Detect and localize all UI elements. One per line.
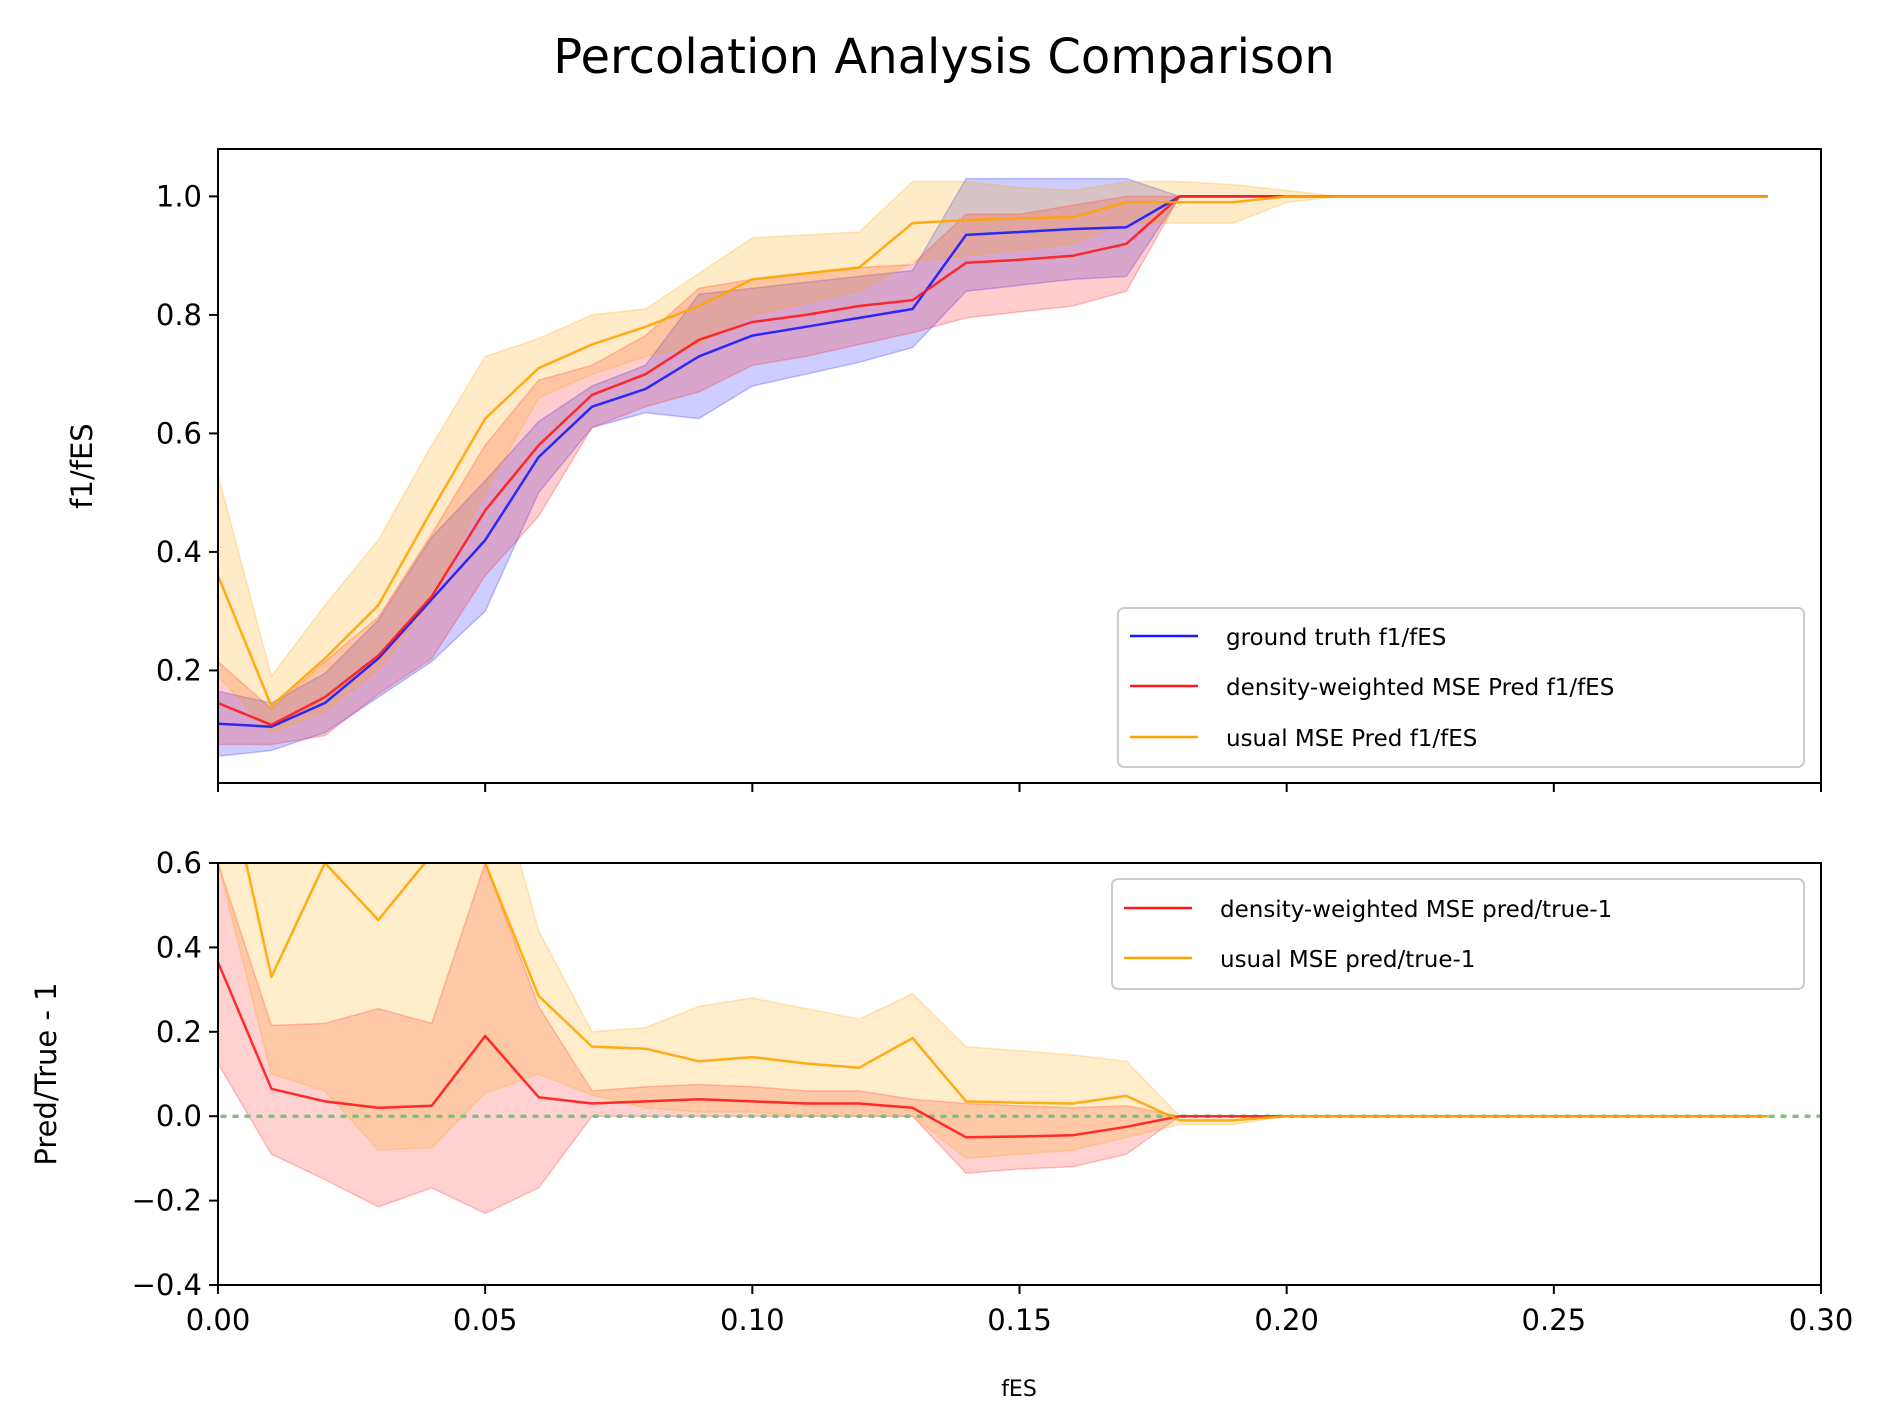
top-y-axis: 0.2 0.4 0.6 0.8 1.0 (156, 179, 218, 687)
bot-ytick-label: 0.4 (156, 930, 202, 964)
bot-ytick-label: −0.4 (132, 1268, 202, 1302)
bottom-y-axis: −0.4 −0.2 0.0 0.2 0.4 0.6 (132, 846, 218, 1302)
top-panel: 0.2 0.4 0.6 0.8 1.0 f1/fES ground truth f1/f… (65, 148, 1822, 792)
bot-xtick-label: 0.00 (186, 1303, 251, 1337)
bot-ytick-label: 0.0 (156, 1099, 202, 1133)
x-axis-label: fES (1001, 1377, 1037, 1402)
bot-xtick-label: 0.20 (1254, 1303, 1319, 1337)
top-line-usual-mse-pred-f1-fes (218, 195, 1768, 708)
bottom-y-axis-label: Pred/True - 1 (29, 982, 63, 1165)
legend-label-ground-truth: ground truth f1/fES (1226, 625, 1446, 651)
top-ytick-label: 0.4 (156, 535, 202, 569)
top-legend: ground truth f1/fES density-weighted MSE… (1117, 607, 1805, 768)
legend-label-density-weighted: density-weighted MSE Pred f1/fES (1226, 675, 1614, 701)
bot-xtick-label: 0.15 (987, 1303, 1052, 1337)
bot-xtick-label: 0.10 (720, 1303, 785, 1337)
top-x-axis (217, 783, 1822, 792)
bottom-series-lines (218, 863, 1768, 1139)
top-y-axis-label: f1/fES (65, 423, 99, 508)
bottom-x-axis: 0.00 0.05 0.10 0.15 0.20 0.25 0.30 (186, 1285, 1854, 1337)
top-ytick-label: 0.8 (156, 298, 202, 332)
bottom-panel: −0.4 −0.2 0.0 0.2 0.4 0.6 0.00 0.05 0.10 0.15 0.2… (29, 846, 1854, 1402)
bot-ytick-label: −0.2 (132, 1184, 202, 1218)
legend-label-usual-mse: usual MSE Pred f1/fES (1226, 726, 1477, 752)
legend-label-usual-mse-ratio: usual MSE pred/true-1 (1220, 947, 1475, 973)
top-series-lines (218, 195, 1768, 728)
bot-ytick-label: 0.2 (156, 1015, 202, 1049)
top-ytick-label: 0.6 (156, 416, 202, 450)
top-ytick-label: 0.2 (156, 653, 202, 687)
top-ytick-label: 1.0 (156, 179, 202, 213)
figure-title: Percolation Analysis Comparison (553, 29, 1335, 85)
legend-label-density-weighted-ratio: density-weighted MSE pred/true-1 (1220, 897, 1612, 923)
bot-xtick-label: 0.25 (1522, 1303, 1587, 1337)
bot-xtick-label: 0.05 (453, 1303, 518, 1337)
bottom-legend-frame (1111, 878, 1805, 990)
bot-ytick-label: 0.6 (156, 846, 202, 880)
bot-line-usual-mse-pred-true-1 (244, 863, 1768, 1122)
bot-xtick-label: 0.30 (1789, 1303, 1854, 1337)
bottom-legend: density-weighted MSE pred/true-1 usual M… (1111, 878, 1805, 990)
top-legend-frame (1117, 607, 1805, 768)
